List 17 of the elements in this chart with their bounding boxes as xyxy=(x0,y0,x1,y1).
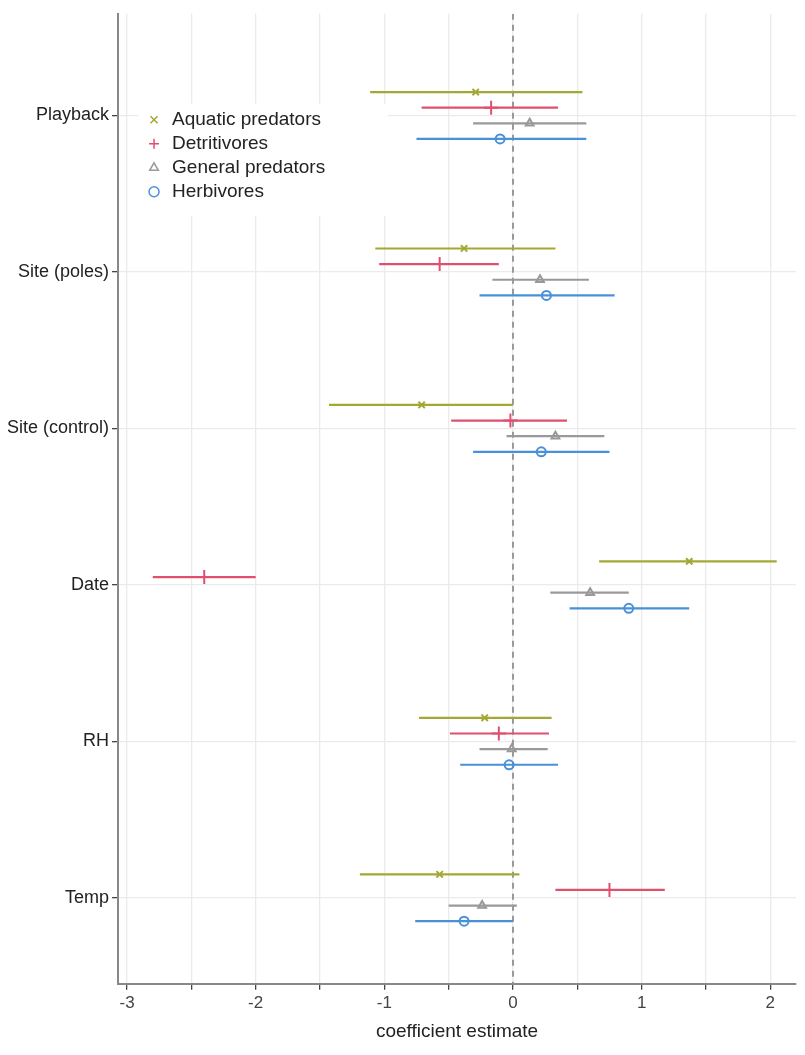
legend-label: General predators xyxy=(172,156,326,178)
legend-label: Aquatic predators xyxy=(172,108,321,130)
y-tick-label: Site (poles) xyxy=(17,260,110,281)
x-axis-title: coefficient estimate xyxy=(375,1019,539,1041)
y-tick-label: Site (control) xyxy=(6,417,110,438)
x-tick-label: 0 xyxy=(508,992,518,1012)
x-tick-label: 1 xyxy=(636,992,647,1012)
x-tick-label: -3 xyxy=(119,992,135,1012)
y-tick-label: Playback xyxy=(35,104,111,125)
y-tick-label: Date xyxy=(71,573,110,594)
x-tick-label: -2 xyxy=(248,992,264,1012)
x-tick-label: -1 xyxy=(376,992,392,1012)
legend-label: Herbivores xyxy=(172,180,264,202)
y-tick-label: RH xyxy=(83,730,110,751)
y-tick-label: Temp xyxy=(65,886,110,907)
x-tick-label: 2 xyxy=(765,992,776,1012)
legend-label: Detritivores xyxy=(172,132,269,154)
